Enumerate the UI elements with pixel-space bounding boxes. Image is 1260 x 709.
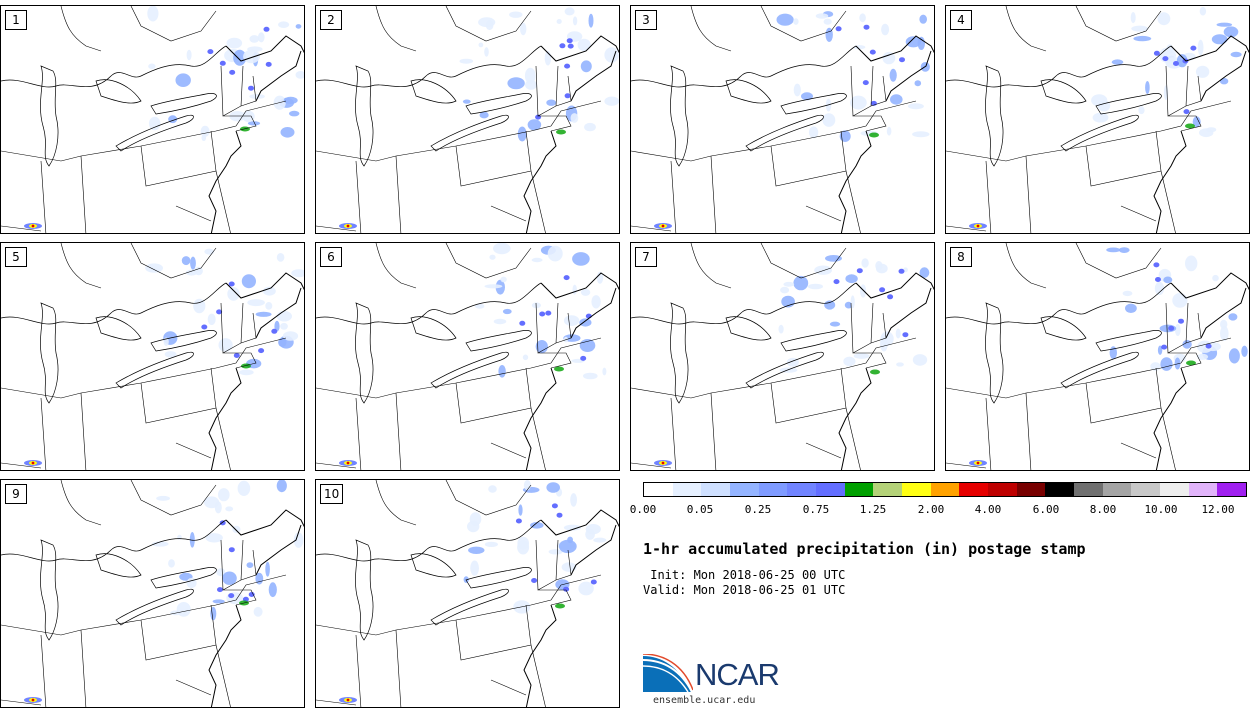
- precip-map: [316, 6, 619, 233]
- colorbar-swatch: [758, 483, 788, 496]
- colorbar-swatch: [644, 483, 673, 496]
- member-label: 9: [5, 484, 27, 504]
- postage-stamp-panel: 2: [315, 5, 620, 234]
- colorbar-swatch: [873, 483, 903, 496]
- colorbar-swatch: [701, 483, 731, 496]
- precip-map: [1, 6, 304, 233]
- precip-map: [631, 6, 934, 233]
- colorbar-swatch: [1188, 483, 1218, 496]
- colorbar-tick-label: 0.05: [686, 503, 714, 516]
- colorbar-swatch: [787, 483, 817, 496]
- precip-map: [946, 6, 1249, 233]
- colorbar-swatch: [1102, 483, 1132, 496]
- postage-stamp-panel: 5: [0, 242, 305, 471]
- member-label: 7: [635, 247, 657, 267]
- colorbar-swatch: [902, 483, 931, 496]
- colorbar-swatch: [1016, 483, 1046, 496]
- colorbar-swatch: [959, 483, 989, 496]
- precip-map: [631, 243, 934, 470]
- colorbar-tick-label: 12.00: [1201, 503, 1235, 516]
- colorbar-tick-labels: 0.00 0.05 0.25 0.75 1.25 2.00 4.00 6.00 8.00 10.0…: [630, 503, 1247, 517]
- colorbar-tick-label: 10.00: [1144, 503, 1178, 516]
- precip-map: [1, 243, 304, 470]
- colorbar-tick-label: 1.25: [859, 503, 887, 516]
- logo-url: ensemble.ucar.edu: [653, 695, 756, 706]
- postage-stamp-panel: 1: [0, 5, 305, 234]
- postage-stamp-panel: 7: [630, 242, 935, 471]
- colorbar-tick-label: 8.00: [1089, 503, 1117, 516]
- member-label: 1: [5, 10, 27, 30]
- postage-stamp-panel: 10: [315, 479, 620, 708]
- ncar-logo: NCAR: [643, 654, 793, 694]
- colorbar-swatch: [1074, 483, 1103, 496]
- init-time: Init: Mon 2018-06-25 00 UTC: [643, 568, 846, 582]
- colorbar-swatch: [844, 483, 874, 496]
- colorbar-swatch: [1131, 483, 1161, 496]
- colorbar-tick-label: 6.00: [1032, 503, 1060, 516]
- colorbar-swatch: [816, 483, 845, 496]
- postage-stamp-panel: 8: [945, 242, 1250, 471]
- member-label: 2: [320, 10, 342, 30]
- precip-map: [946, 243, 1249, 470]
- precipitation-colorbar: [643, 482, 1247, 497]
- colorbar-swatch: [1045, 483, 1075, 496]
- postage-stamp-panel: 3: [630, 5, 935, 234]
- precip-map: [1, 480, 304, 707]
- colorbar-tick-label: 0.25: [744, 503, 772, 516]
- colorbar-tick-label: 4.00: [974, 503, 1002, 516]
- colorbar-swatch: [988, 483, 1017, 496]
- postage-stamp-panel: 4: [945, 5, 1250, 234]
- colorbar-swatch: [1217, 483, 1247, 496]
- member-label: 10: [320, 484, 344, 504]
- member-label: 6: [320, 247, 342, 267]
- colorbar-swatch: [1160, 483, 1189, 496]
- colorbar-swatch: [730, 483, 759, 496]
- colorbar-tick-label: 2.00: [917, 503, 945, 516]
- colorbar-swatch: [672, 483, 702, 496]
- postage-stamp-panel: 9: [0, 479, 305, 708]
- member-label: 8: [950, 247, 972, 267]
- valid-time: Valid: Mon 2018-06-25 01 UTC: [643, 583, 846, 597]
- member-label: 5: [5, 247, 27, 267]
- plot-title: 1-hr accumulated precipitation (in) post…: [643, 540, 1086, 558]
- colorbar-tick-label: 0.75: [802, 503, 830, 516]
- member-label: 3: [635, 10, 657, 30]
- ncar-swoosh-icon: [643, 654, 693, 693]
- precip-map: [316, 480, 619, 707]
- precip-map: [316, 243, 619, 470]
- postage-stamp-panel: 6: [315, 242, 620, 471]
- colorbar-tick-label: 0.00: [629, 503, 657, 516]
- colorbar-swatch: [930, 483, 960, 496]
- ncar-logo-text: NCAR: [695, 657, 780, 692]
- member-label: 4: [950, 10, 972, 30]
